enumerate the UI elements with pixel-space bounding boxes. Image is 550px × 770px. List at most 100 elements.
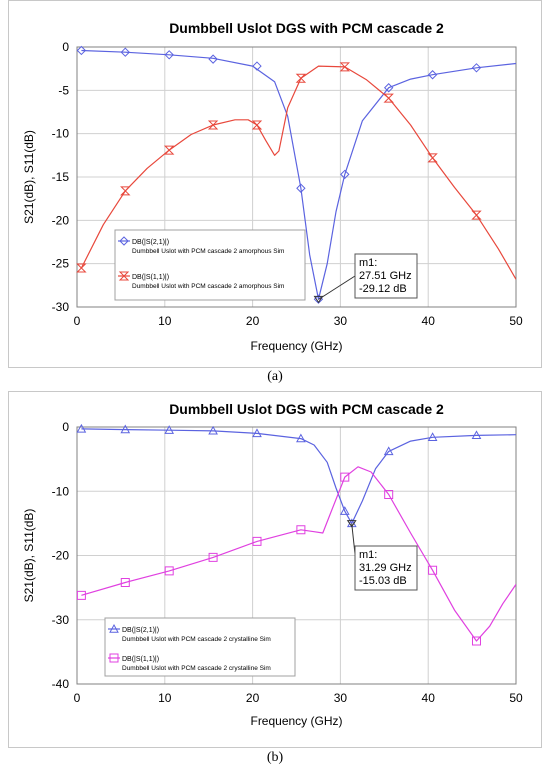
chart-b-marker-leader xyxy=(351,523,356,555)
chart-b-series-1-point xyxy=(120,577,130,587)
chart-b-y-tick-label: 0 xyxy=(62,420,69,434)
chart-b-marker-text: -15.03 dB xyxy=(359,575,407,587)
chart-a-series-1-point xyxy=(163,145,175,155)
chart-a-legend-desc: Dumbbell Uslot with PCM cascade 2 amorph… xyxy=(132,248,284,255)
chart-a-legend-marker xyxy=(119,236,129,246)
chart-b-x-tick-label: 40 xyxy=(422,691,436,705)
chart-a-legend-marker xyxy=(118,271,130,281)
chart-b-y-axis-label: S21(dB), S11(dB) xyxy=(22,509,36,603)
chart-b-series-0-point xyxy=(76,423,87,433)
chart-panel-b: Dumbbell Uslot DGS with PCM cascade 2 0 10… xyxy=(8,391,542,748)
chart-a-series-0-point xyxy=(164,50,174,60)
chart-a-series-0-point xyxy=(296,183,306,193)
chart-a-series-1-point xyxy=(207,120,219,130)
chart-b-series-0-point xyxy=(252,428,262,438)
chart-b-marker-text: m1: xyxy=(359,549,377,561)
chart-b-svg: Dumbbell Uslot DGS with PCM cascade 2 0 10… xyxy=(22,401,523,728)
chart-a-svg: Dumbbell Uslot DGS with PCM cascade 2 0 10… xyxy=(22,20,523,353)
chart-b-x-tick-label: 20 xyxy=(246,691,260,705)
chart-a-marker-m1-symbol xyxy=(313,295,324,304)
chart-a-marker-leader xyxy=(318,275,356,300)
chart-b-y-tick-label: -10 xyxy=(52,484,70,498)
chart-b-legend-marker xyxy=(109,653,119,663)
chart-b-legend-marker xyxy=(109,623,119,633)
chart-a-series-0-point xyxy=(120,47,130,57)
chart-b-marker-box xyxy=(354,545,418,591)
chart-a-series-0-point xyxy=(208,54,218,64)
chart-a-legend xyxy=(114,229,306,301)
chart-b-frame xyxy=(76,426,517,685)
chart-b-series-0-point xyxy=(296,433,306,443)
chart-b-series-0-point xyxy=(208,425,218,435)
chart-a-y-tick-label: -20 xyxy=(52,213,70,227)
chart-a-y-tick-label: -25 xyxy=(52,257,70,271)
chart-b-y-tick-label: -20 xyxy=(52,549,70,563)
chart-a-series-1-point xyxy=(383,93,394,103)
chart-a-title: Dumbbell Uslot DGS with PCM cascade 2 xyxy=(169,20,444,36)
chart-b-series-1-point xyxy=(428,565,438,575)
chart-a-marker-text: -29.12 dB xyxy=(359,283,407,295)
chart-b-legend-desc: Dumbbell Uslot with PCM cascade 2 crysta… xyxy=(122,636,271,643)
chart-a-y-tick-label: 0 xyxy=(62,40,69,54)
chart-a-series-1-point xyxy=(295,73,307,83)
chart-a-series-0-point xyxy=(427,70,438,80)
chart-a-series-0-point xyxy=(252,61,262,71)
chart-a-x-tick-label: 20 xyxy=(246,314,260,328)
chart-b-series-1-point xyxy=(208,552,218,562)
chart-b-legend-name: DB(|S(1,1)|) xyxy=(122,656,159,663)
chart-a-frame xyxy=(76,46,517,308)
chart-b-series-0-point xyxy=(383,446,394,456)
chart-b-marker-text: 31.29 GHz xyxy=(359,562,412,574)
chart-a-series-0-point xyxy=(471,63,482,73)
chart-b-legend-desc: Dumbbell Uslot with PCM cascade 2 crysta… xyxy=(122,665,271,672)
chart-b-x-axis-label: Frequency (GHz) xyxy=(250,714,342,728)
chart-a-y-tick-label: -30 xyxy=(52,300,70,314)
chart-a-marker-box xyxy=(354,253,418,299)
chart-b-y-tick-label: -30 xyxy=(52,613,70,627)
chart-a-x-tick-label: 50 xyxy=(509,314,523,328)
chart-a-series-1-point xyxy=(251,120,263,130)
chart-a-series-0-point xyxy=(340,169,350,180)
chart-b-series-0-point xyxy=(339,506,350,515)
chart-b-legend xyxy=(104,617,296,677)
chart-b-legend-name: DB(|S(2,1)|) xyxy=(122,627,159,634)
chart-a-series-0-point xyxy=(76,45,87,56)
chart-b-x-tick-label: 30 xyxy=(334,691,348,705)
chart-b-series-0-point xyxy=(471,430,482,440)
chart-b-series-1-point xyxy=(471,636,481,646)
chart-a-series-1-point xyxy=(471,210,482,220)
chart-a-y-tick-label: -5 xyxy=(58,83,69,97)
chart-a-series-0-point xyxy=(383,83,394,93)
chart-a-series-1-point xyxy=(427,153,438,163)
chart-b-series-1-point xyxy=(384,489,394,499)
chart-b-series-1-point xyxy=(76,590,86,600)
chart-b-series-1-point xyxy=(164,566,174,576)
chart-a-legend-name: DB(|S(1,1)|) xyxy=(132,274,169,281)
chart-b-x-tick-label: 0 xyxy=(74,691,81,705)
chart-b-x-tick-label: 50 xyxy=(509,691,523,705)
chart-a-x-tick-label: 0 xyxy=(74,314,81,328)
chart-a-series-1-point xyxy=(120,186,131,196)
chart-b-series-1-point xyxy=(252,536,262,546)
chart-b-series-1-line xyxy=(81,466,516,642)
chart-a-y-tick-label: -10 xyxy=(52,127,70,141)
chart-b-series-0-line xyxy=(81,428,516,524)
chart-a-legend-desc: Dumbbell Uslot with PCM cascade 2 amorph… xyxy=(132,283,284,290)
chart-b-y-tick-label: -40 xyxy=(52,677,70,691)
chart-a-x-axis-label: Frequency (GHz) xyxy=(250,339,342,353)
chart-a-legend-name: DB(|S(2,1)|) xyxy=(132,239,169,246)
caption-b: (b) xyxy=(266,750,284,765)
caption-a: (a) xyxy=(267,369,283,384)
chart-b-series-0-point xyxy=(120,424,131,434)
chart-a-y-axis-label: S21(dB), S11(dB) xyxy=(22,130,36,224)
chart-a-x-tick-label: 10 xyxy=(158,314,172,328)
chart-a-x-tick-label: 40 xyxy=(422,314,436,328)
chart-a-marker-text: m1: xyxy=(359,257,377,269)
chart-a-x-tick-label: 30 xyxy=(334,314,348,328)
chart-b-series-1-point xyxy=(296,525,306,535)
chart-b-marker-m1-symbol xyxy=(346,520,357,528)
chart-a-y-tick-label: -15 xyxy=(52,170,70,184)
chart-b-series-0-point xyxy=(164,425,175,434)
chart-a-marker-text: 27.51 GHz xyxy=(359,270,412,282)
chart-b-series-1-point xyxy=(340,472,350,482)
